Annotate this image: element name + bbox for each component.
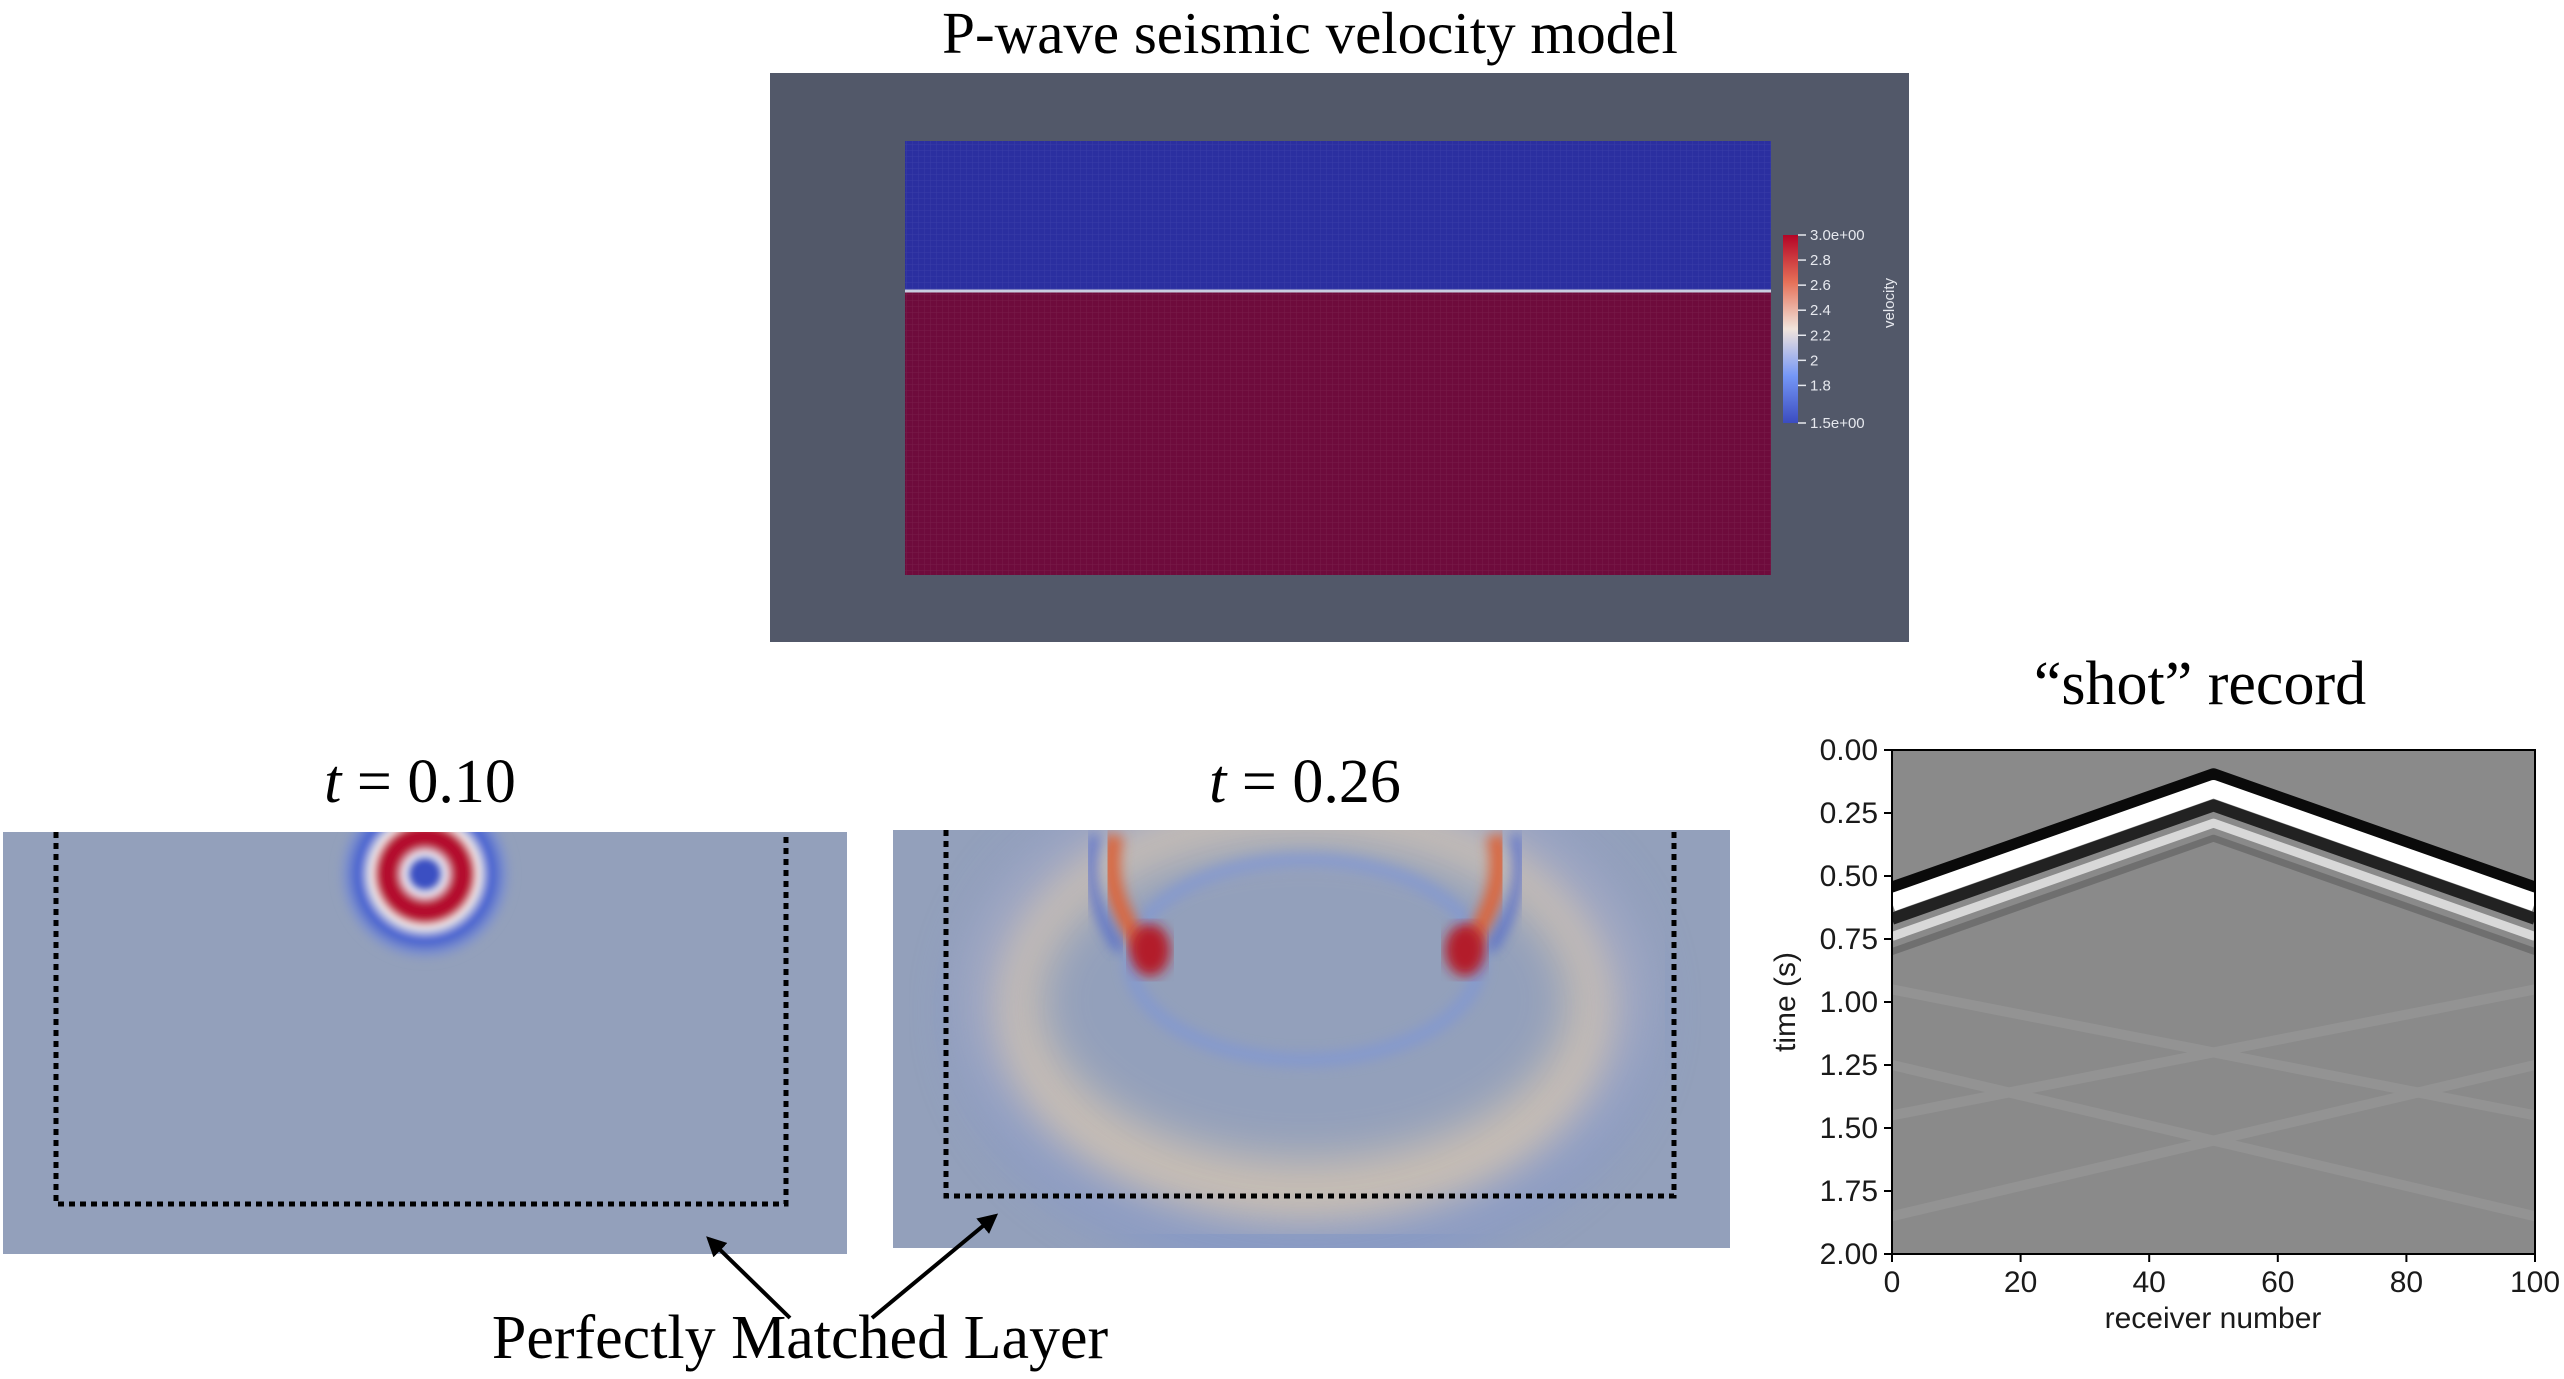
snapshot-2-t-var: t xyxy=(1209,748,1227,816)
lower-layer-mesh xyxy=(905,291,1771,575)
y-axis-label: time (s) xyxy=(1769,952,1802,1052)
faint-event xyxy=(1892,1060,2535,1222)
faint-refractions xyxy=(1892,984,2535,1222)
shot-record-title: “shot” record xyxy=(2033,650,2367,718)
y-tick-label: 1.75 xyxy=(1820,1175,1878,1208)
y-tick-label: 0.50 xyxy=(1820,860,1878,893)
colorbar-tick-label: 2.4 xyxy=(1810,302,1831,319)
colorbar-ticks: 3.0e+00 2.8 2.6 2.4 2.2 2 1.8 1.5e+00 xyxy=(1798,227,1865,432)
colorbar-tick-label: 2.2 xyxy=(1810,327,1831,344)
outer-wave xyxy=(955,830,1655,1248)
colorbar-tick-label: 1.5e+00 xyxy=(1810,415,1865,432)
snapshot-1-field xyxy=(3,832,847,1254)
velocity-model-title: P-wave seismic velocity model xyxy=(942,0,1678,66)
shot-record-background xyxy=(1892,750,2535,1254)
y-axis-ticks: 0.00 0.25 0.50 0.75 1.00 1.25 1.50 1.75 2.00 xyxy=(1820,734,1892,1271)
y-tick-label: 2.00 xyxy=(1820,1238,1878,1271)
wavelet-band xyxy=(1892,799,2535,925)
pml-boundary-1 xyxy=(53,832,789,1207)
x-tick-label: 40 xyxy=(2133,1266,2166,1299)
faint-event xyxy=(1892,1060,2535,1222)
pml-arrow-right xyxy=(870,1213,999,1320)
colorbar-tick-label: 2 xyxy=(1810,352,1818,369)
x-tick-label: 60 xyxy=(2261,1266,2294,1299)
x-tick-label: 0 xyxy=(1884,1266,1901,1299)
y-tick-label: 0.75 xyxy=(1820,923,1878,956)
pml-boundary-2 xyxy=(943,830,1677,1199)
colorbar-tick-label: 3.0e+00 xyxy=(1810,227,1865,244)
shot-record-chart: 0 20 40 60 80 100 0.00 0.25 0.50 0.75 1.00 1.25 1.5… xyxy=(1769,734,2560,1335)
faint-event xyxy=(1892,984,2535,1121)
colorbar-label: velocity xyxy=(1881,277,1898,328)
wavelet-band xyxy=(1892,768,2535,896)
shot-record-events xyxy=(1892,768,2535,955)
upper-layer-mesh xyxy=(905,141,1771,291)
wavelet-band xyxy=(1892,780,2535,911)
velocity-colorbar xyxy=(1783,235,1798,423)
pml-arrow-left xyxy=(706,1236,792,1320)
y-tick-label: 1.25 xyxy=(1820,1049,1878,1082)
snapshot-2-t-value: = 0.26 xyxy=(1241,748,1401,816)
y-tick-label: 0.00 xyxy=(1820,734,1878,767)
snapshot-1-t-var: t xyxy=(324,748,342,816)
pml-label: Perfectly Matched Layer xyxy=(491,1304,1109,1372)
hotspot-left xyxy=(1130,924,1170,976)
colorbar-tick-label: 1.8 xyxy=(1810,377,1831,394)
x-tick-label: 100 xyxy=(2510,1266,2560,1299)
faint-event xyxy=(1892,984,2535,1121)
y-tick-label: 1.00 xyxy=(1820,986,1878,1019)
wavelet-band xyxy=(1892,818,2535,941)
snapshot-1-title: t = 0.10 xyxy=(120,746,720,818)
snapshot-2-field xyxy=(893,830,1730,1248)
hotspot-right xyxy=(1445,924,1485,976)
x-tick-label: 20 xyxy=(2004,1266,2037,1299)
y-tick-label: 1.50 xyxy=(1820,1112,1878,1145)
x-axis-label: receiver number xyxy=(2105,1302,2322,1335)
snapshot-2-title: t = 0.26 xyxy=(1005,746,1605,818)
x-axis-ticks: 0 20 40 60 80 100 xyxy=(1884,1254,2560,1299)
snapshot-1-t-value: = 0.10 xyxy=(356,748,516,816)
source-wavefront-t010 xyxy=(333,832,517,966)
colorbar-tick-label: 2.6 xyxy=(1810,277,1831,294)
y-tick-label: 0.25 xyxy=(1820,797,1878,830)
wavelet-band xyxy=(1892,834,2535,955)
colorbar-tick-label: 2.8 xyxy=(1810,252,1831,269)
transmitted-wave xyxy=(970,830,1640,1230)
x-tick-label: 80 xyxy=(2390,1266,2423,1299)
